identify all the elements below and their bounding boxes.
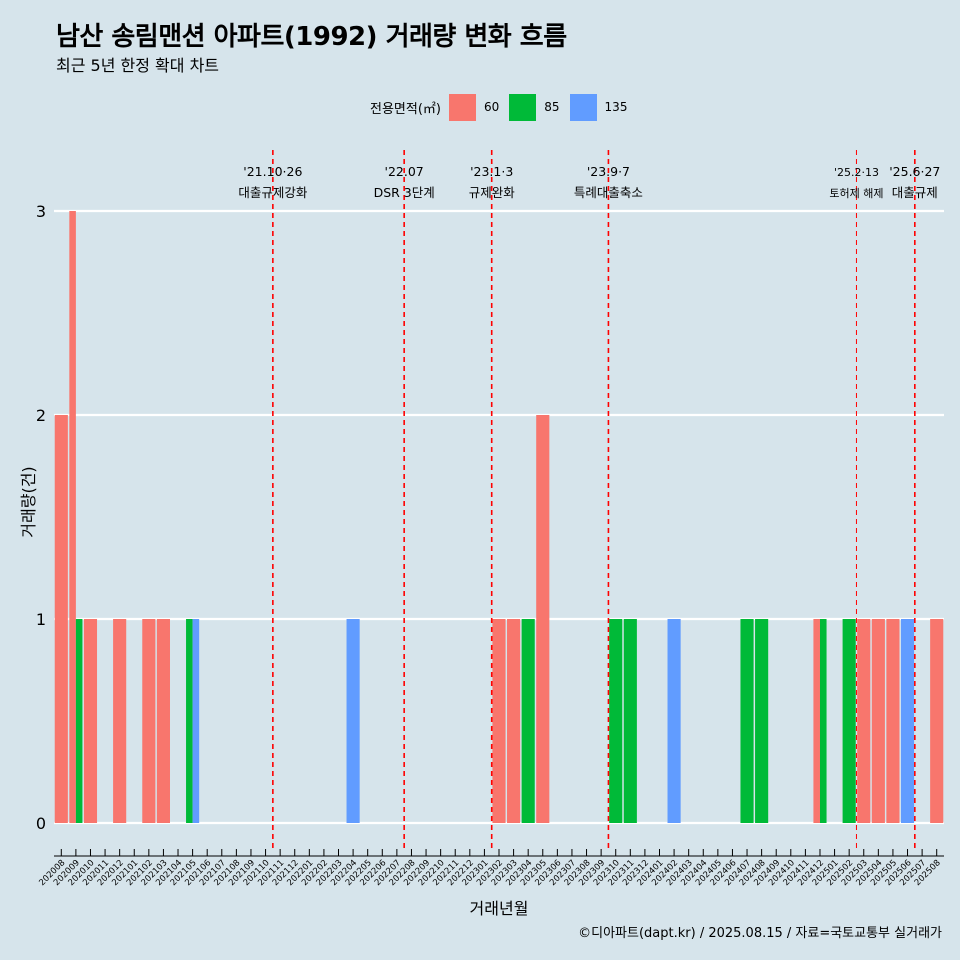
bar-202103-60 xyxy=(156,619,170,823)
bar-202504-60 xyxy=(871,619,885,823)
legend-item-85: 85 xyxy=(509,93,560,121)
bar-202402-135 xyxy=(667,619,681,823)
annotation-date: '23.9·7 xyxy=(587,164,630,179)
annotation-date: '25.6·27 xyxy=(889,164,940,179)
y-axis-title: 거래량(건) xyxy=(19,466,38,537)
bar-202505-60 xyxy=(886,619,900,823)
y-tick-label: 1 xyxy=(36,610,46,629)
bar-202008-60 xyxy=(54,415,68,823)
annotation-label: 대출규제 xyxy=(892,185,938,200)
legend-label-85: 85 xyxy=(544,100,560,114)
annotation-label: 규제완화 xyxy=(469,185,516,200)
annotation-date: '21.10·26 xyxy=(243,164,302,179)
bar-202311-85 xyxy=(623,619,637,823)
bar-202009-60 xyxy=(69,211,76,823)
annotation-label: 대출규제강화 xyxy=(238,185,308,200)
bar-202310-85 xyxy=(609,619,623,823)
bar-202010-60 xyxy=(83,619,98,823)
bar-202408-85 xyxy=(755,619,769,823)
chart-title: 남산 송림맨션 아파트(1992) 거래량 변화 흐름 xyxy=(56,22,567,52)
bar-202204-135 xyxy=(346,619,360,823)
legend-swatch-135 xyxy=(569,93,597,121)
bar-202012-60 xyxy=(113,619,127,823)
bar-202506-135 xyxy=(900,619,915,823)
y-tick-label: 2 xyxy=(36,406,46,425)
bar-202302-60 xyxy=(492,619,506,823)
bar-202305-60 xyxy=(536,415,550,823)
legend-swatch-60 xyxy=(448,93,476,121)
legend-label-135: 135 xyxy=(604,100,628,114)
legend-item-135: 135 xyxy=(569,93,628,121)
bar-202508-60 xyxy=(930,619,944,823)
bar-202503-60 xyxy=(857,619,871,823)
bar-202304-85 xyxy=(521,619,535,823)
bar-202502-85 xyxy=(842,619,856,823)
annotation-label: DSR 3단계 xyxy=(374,185,435,200)
bar-202303-60 xyxy=(507,619,521,823)
bar-202412-85 xyxy=(819,619,827,823)
y-tick-label: 0 xyxy=(36,814,46,833)
source-caption: ©디아파트(dapt.kr) / 2025.08.15 / 자료=국토교통부 실… xyxy=(578,926,942,941)
bar-202105-135 xyxy=(192,619,200,823)
bar-202407-85 xyxy=(740,619,754,823)
y-tick-label: 3 xyxy=(36,202,46,221)
legend-item-60: 60 xyxy=(448,93,500,121)
annotation-label: 특례대출축소 xyxy=(574,185,643,200)
annotation-label: 토허제 해제 xyxy=(829,186,883,200)
annotation-date: '25.2·13 xyxy=(834,166,879,179)
bar-202102-60 xyxy=(142,619,156,823)
annotation-date: '22.07 xyxy=(385,164,424,179)
bar-202412-60 xyxy=(813,619,820,823)
legend-label-60: 60 xyxy=(483,100,500,114)
bar-202009-85 xyxy=(75,619,83,823)
x-axis-title: 거래년월 xyxy=(470,899,529,918)
legend-title: 전용면적(㎡) xyxy=(370,101,441,117)
legend-swatch-85 xyxy=(509,93,537,121)
legend: 전용면적(㎡) 60 85 135 xyxy=(370,93,637,121)
annotation-date: '23.1·3 xyxy=(470,164,513,179)
bar-202105-85 xyxy=(186,619,193,823)
chart-subtitle: 최근 5년 한정 확대 차트 xyxy=(56,56,220,75)
